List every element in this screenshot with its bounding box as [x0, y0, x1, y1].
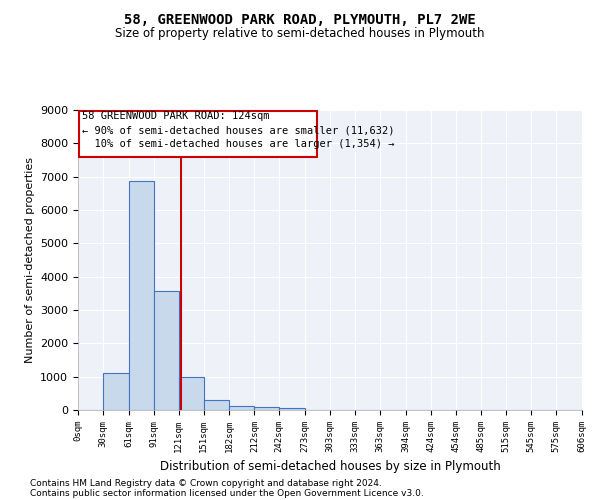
Bar: [103, 374, 129, 410]
Bar: [203, 400, 229, 410]
Text: Size of property relative to semi-detached houses in Plymouth: Size of property relative to semi-detach…: [115, 28, 485, 40]
X-axis label: Distribution of semi-detached houses by size in Plymouth: Distribution of semi-detached houses by …: [160, 460, 500, 473]
Text: 58, GREENWOOD PARK ROAD, PLYMOUTH, PL7 2WE: 58, GREENWOOD PARK ROAD, PLYMOUTH, PL7 2…: [124, 12, 476, 26]
Bar: [229, 406, 254, 410]
Bar: [154, 292, 179, 410]
Bar: [279, 408, 305, 410]
Text: 58 GREENWOOD PARK ROAD: 124sqm
← 90% of semi-detached houses are smaller (11,632: 58 GREENWOOD PARK ROAD: 124sqm ← 90% of …: [82, 112, 395, 150]
Y-axis label: Number of semi-detached properties: Number of semi-detached properties: [25, 157, 35, 363]
FancyBboxPatch shape: [79, 110, 317, 158]
Bar: [179, 376, 203, 410]
Text: Contains HM Land Registry data © Crown copyright and database right 2024.: Contains HM Land Registry data © Crown c…: [30, 478, 382, 488]
Text: Contains public sector information licensed under the Open Government Licence v3: Contains public sector information licen…: [30, 488, 424, 498]
Bar: [254, 407, 279, 410]
Bar: [129, 180, 154, 410]
